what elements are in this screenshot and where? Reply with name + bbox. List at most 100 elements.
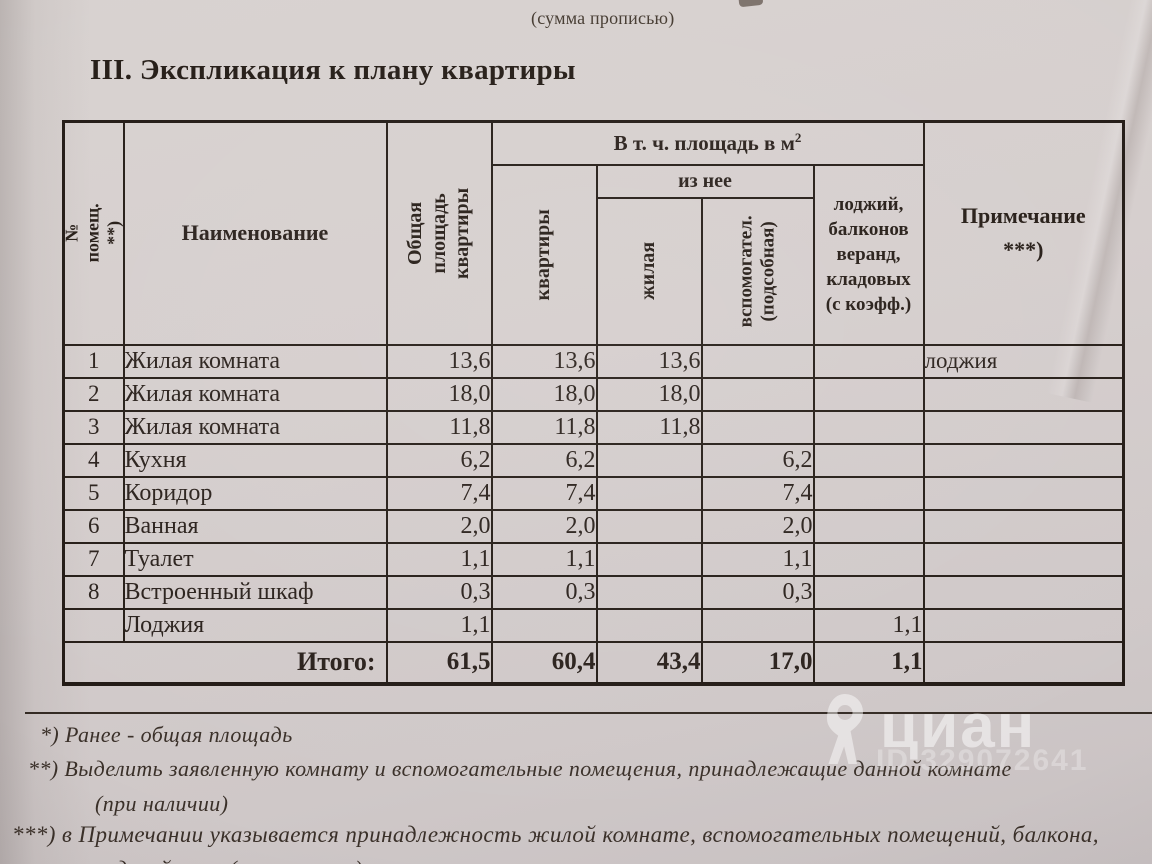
footnote-separator [25,712,1152,714]
col-header-apartment: квартиры [490,163,598,346]
cell-living-area [595,508,703,544]
cell-auxiliary-area: 7,4 [700,475,815,511]
cell-total-area: 18,0 [385,376,493,412]
cell-total-area: 1,1 [385,541,493,577]
cell-total-area: 2,0 [385,508,493,544]
cell-note [922,508,1125,544]
living-label: жилая [637,241,660,301]
cell-room-name: Жилая комната [122,343,388,379]
col-header-of-which: из нее [595,163,815,199]
cell-room-name: Жилая комната [122,376,388,412]
cian-watermark-id: ID 329072641 [876,744,1089,777]
cell-auxiliary-area: 2,0 [700,508,815,544]
cell-loggia-area [812,343,925,379]
cell-auxiliary-area: 1,1 [700,541,815,577]
cell-room-number: 3 [62,409,125,445]
cell-total-area: 6,2 [385,442,493,478]
photo-artifact [738,0,764,8]
col-header-loggias: лоджий, балконов веранд, кладовых (с коэ… [812,163,925,346]
cell-auxiliary-area [700,409,815,445]
room-number-label: № помещ. **) [61,203,125,263]
footnote-3-continued: лоджий и пр. (при наличии) [95,856,363,864]
table-row: 5 Коридор 7,4 7,4 7,4 [62,475,1125,511]
cell-note [922,640,1125,685]
cell-apartment-area: 18,0 [490,376,598,412]
col-header-room-number: № помещ. **) [61,120,125,346]
cell-auxiliary-area: 6,2 [700,442,815,478]
cell-apartment-area: 0,3 [490,574,598,610]
cell-note [922,376,1125,412]
cian-watermark-text: циан [880,692,1037,761]
cell-auxiliary-area [700,376,815,412]
cell-living-area [595,574,703,610]
cell-note [922,541,1125,577]
total-area-label: Общая площадь квартиры [403,187,473,279]
auxiliary-label: вспомогател. (подсобная) [735,214,779,328]
cell-room-number: 4 [62,442,125,478]
sum-in-words-caption: (сумма прописью) [531,8,675,28]
total-label: Итого: [62,640,388,685]
table-row: 4 Кухня 6,2 6,2 6,2 [62,442,1125,478]
cell-apartment-area: 13,6 [490,343,598,379]
cell-loggia-area [812,442,925,478]
cell-total-area: 0,3 [385,574,493,610]
incl-area-label: В т. ч. площадь в м [613,131,795,156]
cell-living-area [595,541,703,577]
cell-living-area [595,607,703,643]
cell-room-number [62,607,125,643]
cell-total-area: 7,4 [385,475,493,511]
cell-living-area: 11,8 [595,409,703,445]
col-header-note: Примечание ***) [922,120,1125,346]
cell-note [922,607,1125,643]
incl-area-superscript: 2 [794,130,802,146]
cell-living-area: 43,4 [595,640,703,685]
cell-loggia-area [812,541,925,577]
cell-loggia-area [812,376,925,412]
table-row: 6 Ванная 2,0 2,0 2,0 [62,508,1125,544]
cell-room-name: Коридор [122,475,388,511]
cell-apartment-area [490,607,598,643]
explication-table: № помещ. **) Наименование Общая площадь … [62,120,1126,686]
table-row: 8 Встроенный шкаф 0,3 0,3 0,3 [62,574,1125,610]
table-row: 2 Жилая комната 18,0 18,0 18,0 [62,376,1125,412]
cian-pin-icon [827,694,863,764]
cell-room-name: Туалет [122,541,388,577]
table-header-row: квартиры из нее лоджий, балконов веранд,… [64,163,1124,346]
col-header-living: жилая [595,196,703,346]
cell-apartment-area: 7,4 [490,475,598,511]
cell-loggia-area [812,475,925,511]
cell-auxiliary-area [700,607,815,643]
cell-room-number: 6 [62,508,125,544]
cell-total-area: 61,5 [385,640,493,685]
table-total-row: Итого: 61,5 60,4 43,4 17,0 1,1 [62,640,1125,685]
footnote-3: ***) в Примечании указывается принадлежн… [12,822,1099,847]
cell-apartment-area: 11,8 [490,409,598,445]
note-label: Примечание ***) [960,203,1086,263]
cell-room-number: 2 [62,376,125,412]
cell-auxiliary-area: 17,0 [700,640,815,685]
apartment-label: квартиры [532,208,555,301]
cell-total-area: 11,8 [385,409,493,445]
table-header-row: № помещ. **) Наименование Общая площадь … [62,120,1125,346]
cell-total-area: 1,1 [385,607,493,643]
cell-room-number: 8 [62,574,125,610]
cell-room-name: Встроенный шкаф [122,574,388,610]
cell-room-name: Ванная [122,508,388,544]
col-header-incl-area: В т. ч. площадь в м2 [490,120,925,166]
table-header-row: жилая вспомогател. (подсобная) [64,196,1124,346]
cell-note: лоджия [922,343,1125,379]
cell-room-number: 1 [62,343,125,379]
footnote-2-continued: (при наличии) [95,791,229,816]
cell-apartment-area: 2,0 [490,508,598,544]
cell-loggia-area [812,409,925,445]
cell-loggia-area: 1,1 [812,640,925,685]
col-header-total-area: Общая площадь квартиры [385,120,493,346]
cell-auxiliary-area [700,343,815,379]
cell-living-area: 13,6 [595,343,703,379]
cell-total-area: 13,6 [385,343,493,379]
cell-loggia-area: 1,1 [812,607,925,643]
loggias-label: лоджий, балконов веранд, кладовых (с коэ… [825,193,912,316]
cell-room-name: Лоджия [122,607,388,643]
cell-note [922,475,1125,511]
